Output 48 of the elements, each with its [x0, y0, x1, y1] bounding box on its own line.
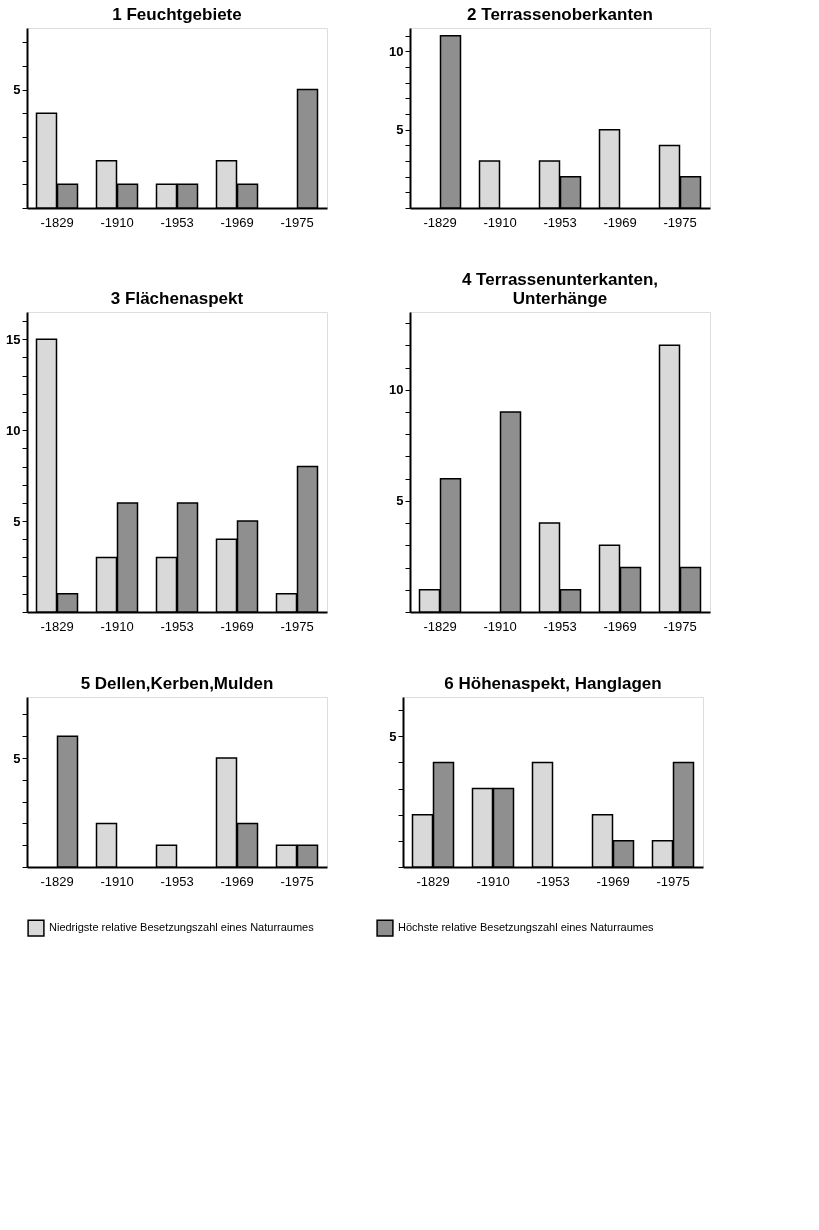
chart-title: 4 Terrassenunterkanten, Unterhänge	[461, 270, 659, 308]
x-tick-label: -1969	[603, 618, 637, 634]
chart-title: 3 Flächenaspekt	[110, 289, 244, 308]
y-tick-label: 5	[13, 750, 21, 766]
x-tick-label: -1829	[416, 873, 450, 889]
x-tick-label: -1975	[280, 873, 314, 889]
y-tick-label: 15	[6, 331, 21, 347]
x-tick-label: -1975	[663, 214, 697, 230]
chart-title: 2 Terrassenoberkanten	[467, 5, 653, 24]
chart-title: 1 Feuchtgebiete	[112, 5, 242, 24]
x-tick-label: -1969	[603, 214, 637, 230]
x-tick-label: -1953	[160, 214, 194, 230]
x-tick-label: -1975	[280, 214, 314, 230]
chart-title: 5 Dellen,Kerben,Mulden	[80, 674, 274, 693]
y-tick-label: 10	[6, 422, 21, 438]
x-tick-label: -1975	[663, 618, 697, 634]
y-tick-label: 5	[13, 82, 21, 98]
x-tick-label: -1910	[483, 214, 517, 230]
x-tick-label: -1975	[280, 618, 314, 634]
x-tick-label: -1969	[220, 873, 254, 889]
legend-label: Niedrigste relative Besetzungszahl eines Naturraumes	[49, 921, 315, 934]
x-tick-label: -1953	[543, 618, 577, 634]
x-tick-label: -1910	[100, 214, 134, 230]
x-tick-label: -1953	[160, 873, 194, 889]
x-tick-label: -1953	[536, 873, 570, 889]
legend-label: Höchste relative Besetzungszahl eines Naturraumes	[398, 921, 655, 934]
y-tick-label: 5	[389, 728, 397, 744]
y-tick-label: 10	[389, 382, 404, 398]
x-tick-label: -1910	[476, 873, 510, 889]
x-tick-label: -1969	[220, 214, 254, 230]
x-tick-label: -1829	[40, 618, 74, 634]
y-tick-label: 10	[389, 43, 404, 59]
y-tick-label: 5	[396, 122, 404, 138]
y-tick-label: 5	[396, 493, 404, 509]
x-tick-label: -1975	[656, 873, 690, 889]
x-tick-label: -1829	[40, 873, 74, 889]
x-tick-label: -1910	[100, 618, 134, 634]
x-tick-label: -1910	[483, 618, 517, 634]
y-tick-label: 5	[13, 513, 21, 529]
x-tick-label: -1910	[100, 873, 134, 889]
x-tick-label: -1829	[423, 618, 457, 634]
chart-title: 6 Höhenaspekt, Hanglagen	[444, 674, 662, 693]
x-tick-label: -1969	[596, 873, 630, 889]
x-tick-label: -1829	[40, 214, 74, 230]
x-tick-label: -1829	[423, 214, 457, 230]
x-tick-label: -1953	[543, 214, 577, 230]
x-tick-label: -1953	[160, 618, 194, 634]
x-tick-label: -1969	[220, 618, 254, 634]
